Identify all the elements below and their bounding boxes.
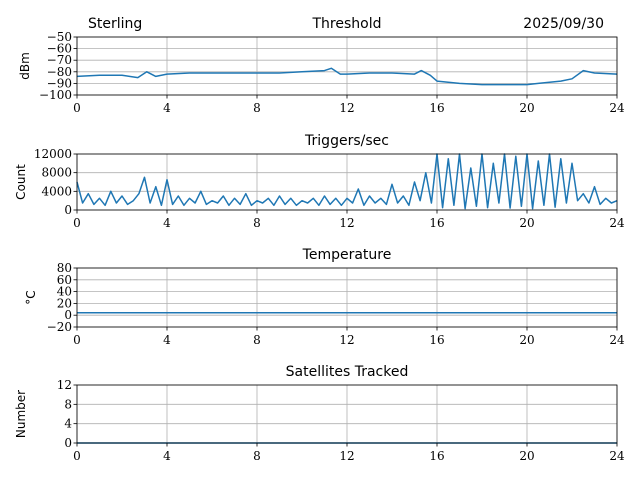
y-tick-label: −50	[47, 30, 72, 44]
x-tick-label: 0	[73, 101, 81, 115]
y-axis-label: °C	[24, 290, 38, 304]
y-tick-label: 4	[64, 417, 72, 431]
x-tick-label: 8	[253, 449, 261, 463]
x-tick-label: 24	[609, 449, 625, 463]
y-axis-label: Count	[14, 164, 28, 200]
y-tick-label: 8	[64, 397, 72, 411]
y-axis-label: dBm	[18, 52, 32, 80]
y-tick-label: 0	[64, 436, 72, 450]
x-tick-label: 8	[253, 101, 261, 115]
y-tick-label: −100	[39, 88, 72, 102]
date-label: 2025/09/30	[523, 16, 604, 32]
y-tick-label: 20	[57, 296, 72, 310]
x-tick-label: 8	[253, 216, 261, 230]
x-tick-label: 12	[339, 216, 354, 230]
chart-title: Triggers/sec	[304, 133, 389, 149]
x-tick-label: 8	[253, 333, 261, 347]
station-label: Sterling	[88, 16, 142, 32]
y-tick-label: 60	[57, 273, 72, 287]
y-tick-label: −70	[47, 53, 72, 67]
chart-title: Temperature	[302, 247, 392, 263]
x-tick-label: 20	[519, 101, 534, 115]
x-tick-label: 20	[519, 216, 534, 230]
y-tick-label: 12	[57, 378, 72, 392]
subplot-threshold: 0 4 8 12 16 20 24 −100−90−80−70−60−50 Threshold d…	[18, 16, 625, 115]
x-tick-label: 24	[609, 216, 625, 230]
y-tick-label: 0	[64, 308, 72, 322]
y-tick-label: −80	[47, 65, 72, 79]
subplot-triggers-sec: 0 4 8 12 16 20 24 0 4000 8000 12000 Triggers/sec Cou…	[14, 133, 625, 230]
y-tick-label: 0	[64, 203, 72, 217]
x-tick-label: 12	[339, 333, 354, 347]
chart-title: Threshold	[312, 16, 382, 32]
series-line	[76, 67, 618, 86]
x-tick-label: 4	[163, 216, 171, 230]
x-tick-label: 4	[163, 333, 171, 347]
x-tick-label: 16	[429, 216, 444, 230]
x-tick-label: 20	[519, 449, 534, 463]
subplot-satellites-tracked: 0 4 8 12 16 20 24 0 4 8 12 Satellites Tracked Number	[14, 364, 625, 463]
x-tick-label: 20	[519, 333, 534, 347]
y-tick-label: −20	[47, 320, 72, 334]
x-tick-label: 4	[163, 449, 171, 463]
y-tick-label: 40	[57, 285, 72, 299]
y-tick-label: 12000	[34, 147, 72, 161]
x-tick-label: 24	[609, 101, 625, 115]
y-tick-label: 4000	[41, 184, 72, 198]
x-tick-label: 0	[73, 333, 81, 347]
chart-title: Satellites Tracked	[286, 364, 409, 380]
y-tick-label: 80	[57, 261, 72, 275]
x-tick-label: 0	[73, 216, 81, 230]
x-tick-label: 16	[429, 101, 444, 115]
y-tick-label: 8000	[41, 166, 72, 180]
x-tick-label: 16	[429, 449, 444, 463]
y-axis-label: Number	[14, 390, 28, 438]
y-tick-label: −90	[47, 76, 72, 90]
y-tick-label: −60	[47, 42, 72, 56]
x-tick-label: 12	[339, 101, 354, 115]
x-tick-label: 12	[339, 449, 354, 463]
x-tick-label: 0	[73, 449, 81, 463]
x-tick-label: 24	[609, 333, 625, 347]
x-tick-label: 16	[429, 333, 444, 347]
x-tick-label: 4	[163, 101, 171, 115]
